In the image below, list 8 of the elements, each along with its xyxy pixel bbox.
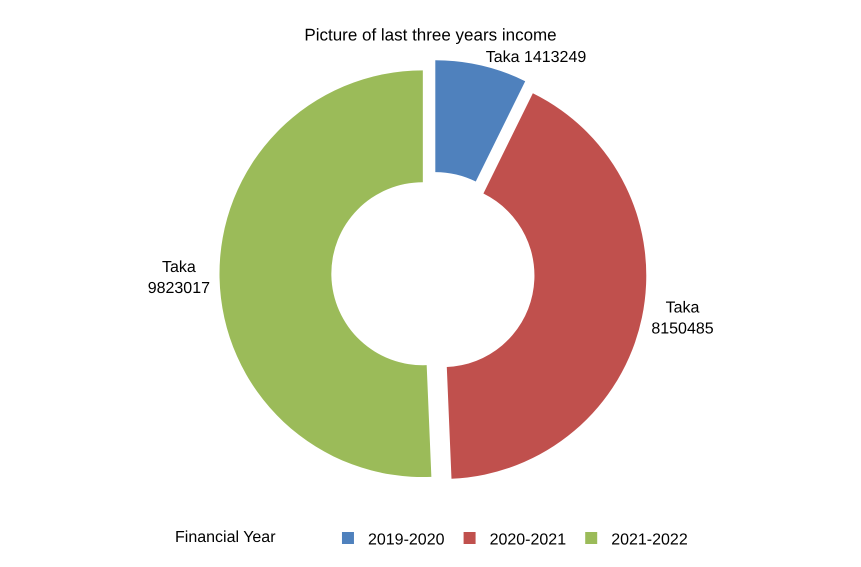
legend-title: Financial Year bbox=[175, 528, 320, 546]
legend-label: 2020-2021 bbox=[490, 531, 566, 548]
data-label: Taka 9823017 bbox=[148, 259, 210, 297]
legend-label: 2021-2022 bbox=[611, 531, 688, 548]
legend-label: 2019-2020 bbox=[368, 531, 445, 548]
data-label: Taka 1413249 bbox=[486, 49, 586, 66]
chart-title: Picture of last three years income bbox=[304, 25, 557, 44]
data-label: Taka 8150485 bbox=[651, 299, 714, 338]
